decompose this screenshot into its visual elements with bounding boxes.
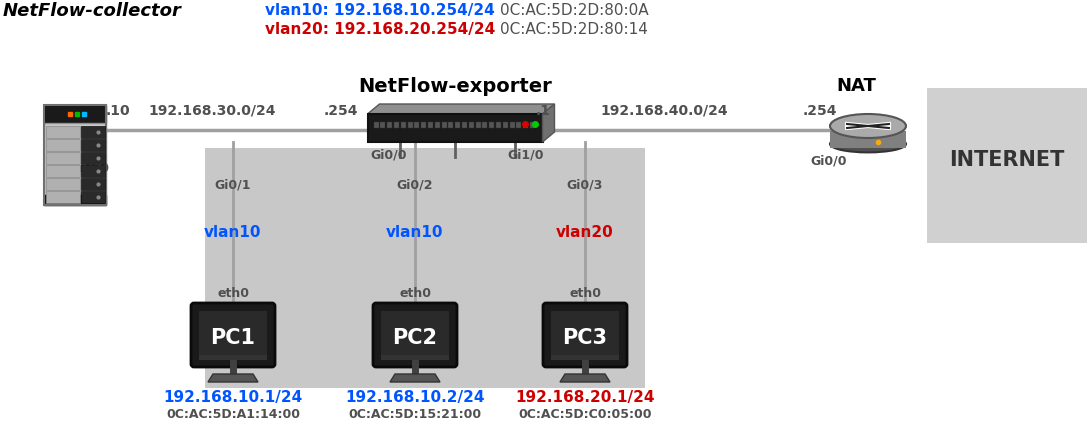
Bar: [82, 139, 104, 151]
FancyBboxPatch shape: [544, 303, 627, 367]
Text: PC2: PC2: [392, 328, 437, 348]
Text: Gi0/3: Gi0/3: [566, 178, 603, 191]
Bar: [82, 165, 104, 177]
Polygon shape: [208, 374, 258, 382]
Bar: [401, 122, 405, 128]
Bar: [46, 191, 80, 203]
Text: 0C:AC:5D:15:21:00: 0C:AC:5D:15:21:00: [349, 408, 482, 421]
Bar: [502, 122, 508, 128]
Bar: [468, 122, 474, 128]
Bar: [393, 122, 399, 128]
Text: 192.168.40.0/24: 192.168.40.0/24: [600, 104, 727, 118]
Bar: [455, 122, 460, 128]
Text: 0C:AC:5D:2D:80:0A: 0C:AC:5D:2D:80:0A: [500, 3, 649, 18]
Text: 0C:AC:5D:C0:05:00: 0C:AC:5D:C0:05:00: [518, 408, 652, 421]
Text: eth0: eth0: [77, 162, 109, 175]
Polygon shape: [367, 104, 554, 114]
Bar: [421, 122, 426, 128]
Text: 0C:AC:5D:A1:14:00: 0C:AC:5D:A1:14:00: [166, 408, 300, 421]
Bar: [43, 105, 107, 205]
FancyBboxPatch shape: [373, 303, 457, 367]
Bar: [46, 139, 80, 151]
Bar: [462, 122, 467, 128]
Text: Gi0/1: Gi0/1: [215, 178, 251, 191]
Bar: [46, 178, 80, 190]
Bar: [414, 122, 420, 128]
Bar: [46, 165, 80, 177]
Bar: [448, 122, 453, 128]
Bar: [529, 122, 535, 128]
Bar: [46, 152, 80, 164]
Text: Gi0/0: Gi0/0: [370, 148, 407, 161]
Bar: [510, 122, 514, 128]
Bar: [199, 311, 267, 355]
Text: NetFlow-exporter: NetFlow-exporter: [358, 77, 552, 96]
Polygon shape: [390, 374, 440, 382]
Text: Gi0/2: Gi0/2: [397, 178, 434, 191]
Bar: [205, 148, 645, 388]
Bar: [43, 105, 107, 123]
Text: vlan10: vlan10: [204, 225, 262, 240]
Text: vlan20: 192.168.20.254/24: vlan20: 192.168.20.254/24: [265, 22, 496, 37]
Bar: [82, 191, 104, 203]
Text: .1: .1: [536, 104, 551, 118]
Text: 192.168.30.0/24: 192.168.30.0/24: [148, 104, 275, 118]
Bar: [382, 311, 449, 355]
Bar: [483, 122, 487, 128]
Bar: [435, 122, 440, 128]
Text: Gi0/0: Gi0/0: [810, 155, 847, 168]
Bar: [475, 122, 480, 128]
Bar: [551, 311, 619, 355]
Polygon shape: [542, 104, 554, 142]
Bar: [387, 122, 392, 128]
Bar: [82, 152, 104, 164]
Text: vlan10: vlan10: [386, 225, 443, 240]
Text: Gi1/0: Gi1/0: [507, 148, 544, 161]
Bar: [380, 122, 385, 128]
Bar: [43, 123, 107, 205]
Bar: [496, 122, 501, 128]
Text: 192.168.10.2/24: 192.168.10.2/24: [346, 390, 485, 405]
Bar: [516, 122, 522, 128]
Text: PC1: PC1: [211, 328, 255, 348]
Text: 0C:AC:5D:2D:80:14: 0C:AC:5D:2D:80:14: [500, 22, 648, 37]
Text: eth0: eth0: [399, 287, 432, 300]
Bar: [523, 122, 528, 128]
Bar: [199, 355, 267, 360]
Bar: [428, 122, 433, 128]
Text: INTERNET: INTERNET: [949, 150, 1064, 170]
Text: NAT: NAT: [836, 77, 876, 95]
Text: 192.168.20.1/24: 192.168.20.1/24: [515, 390, 654, 405]
Bar: [374, 122, 378, 128]
FancyBboxPatch shape: [191, 303, 275, 367]
Ellipse shape: [830, 135, 905, 153]
Bar: [441, 122, 447, 128]
Bar: [82, 178, 104, 190]
Text: NetFlow-collector: NetFlow-collector: [3, 2, 182, 20]
Text: PC3: PC3: [562, 328, 608, 348]
Bar: [408, 122, 412, 128]
Text: vlan20: vlan20: [557, 225, 614, 240]
Bar: [489, 122, 495, 128]
Text: .254: .254: [324, 104, 358, 118]
Bar: [367, 114, 542, 142]
Text: .254: .254: [803, 104, 837, 118]
Bar: [43, 195, 107, 205]
Text: 192.168.10.1/24: 192.168.10.1/24: [163, 390, 302, 405]
Bar: [46, 126, 80, 138]
Bar: [927, 88, 1087, 243]
Polygon shape: [560, 374, 610, 382]
Bar: [551, 355, 619, 360]
Bar: [82, 126, 104, 138]
Text: .10: .10: [107, 104, 130, 118]
Text: vlan10: 192.168.10.254/24: vlan10: 192.168.10.254/24: [265, 3, 495, 18]
Bar: [382, 355, 449, 360]
Text: eth0: eth0: [217, 287, 249, 300]
Ellipse shape: [830, 114, 905, 138]
Text: eth0: eth0: [569, 287, 601, 300]
Polygon shape: [830, 131, 905, 147]
